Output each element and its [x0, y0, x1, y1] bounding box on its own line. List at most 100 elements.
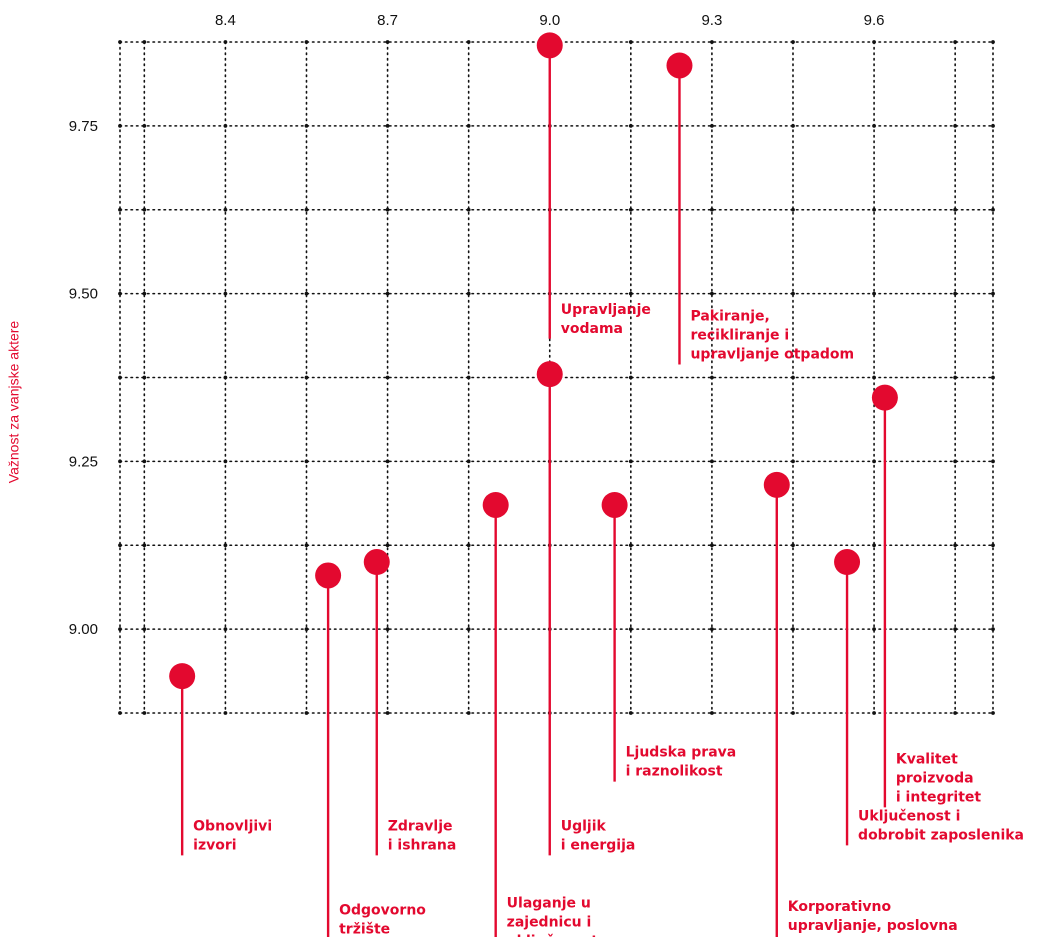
point-label: Zdravlje i ishrana [388, 818, 457, 853]
point-label-line: uključenost [507, 934, 599, 937]
grid-intersection-dot [710, 711, 714, 715]
point-label-line: i integritet [896, 789, 982, 805]
point-label-line: upravljanje otpadom [690, 346, 854, 362]
x-tick-label: 9.0 [539, 12, 560, 29]
point-label: Uključenost i dobrobit zaposlenika [858, 808, 1024, 843]
grid-intersection-dot [466, 291, 471, 296]
grid-intersection-dot [791, 375, 795, 380]
data-point-marker [666, 52, 693, 79]
grid-intersection-dot [991, 40, 995, 44]
grid-intersection-dot [628, 543, 633, 548]
grid-intersection-dot [385, 207, 390, 212]
grid-intersection-dot [791, 123, 795, 128]
data-point-marker [871, 384, 898, 411]
grid-intersection-dot [628, 711, 633, 715]
grid-intersection-dot [118, 207, 122, 212]
y-axis-title: Važnost za vanjske aktere [6, 321, 22, 484]
x-axis-ticks: 8.4 8.7 9.0 9.3 9.6 [215, 12, 885, 29]
grid-intersection-dot [142, 207, 147, 212]
grid-intersection-dot [223, 627, 228, 632]
grid-intersection-dot [118, 40, 122, 44]
grid-intersection-dot [872, 543, 876, 548]
grid-intersection-dot [953, 711, 958, 715]
grid-intersection-dot [142, 375, 147, 380]
data-point-marker [536, 361, 563, 388]
point-label-line: vodama [561, 321, 623, 337]
grid-intersection-dot [466, 543, 471, 548]
grid-intersection-dot [872, 627, 876, 632]
grid-intersection-dot [466, 711, 471, 715]
grid-intersection-dot [118, 627, 122, 632]
grid-intersection-dot [791, 40, 795, 44]
x-tick-label: 8.4 [215, 12, 236, 29]
point-label-line: Obnovljivi [193, 818, 272, 834]
y-tick-label: 9.75 [69, 118, 98, 135]
grid-intersection-dot [953, 123, 958, 128]
y-tick-label: 9.25 [69, 453, 98, 470]
data-point-marker [169, 663, 196, 690]
data-point-marker [763, 471, 790, 498]
data-point-marker [315, 562, 342, 589]
grid-intersection-dot [628, 207, 633, 212]
point-label: Obnovljivi izvori [193, 818, 272, 853]
point-label-line: Kvalitet [896, 751, 958, 767]
point-label-line: tržište [339, 921, 390, 937]
grid-intersection-dot [142, 627, 147, 632]
grid-intersection-dot [118, 375, 122, 380]
x-tick-label: 8.7 [377, 12, 398, 29]
grid-intersection-dot [991, 123, 995, 128]
grid-intersection-dot [118, 459, 122, 464]
grid-intersection-dot [872, 207, 876, 212]
grid-intersection-dot [118, 711, 122, 715]
grid-intersection-dot [953, 543, 958, 548]
point-label-line: dobrobit zaposlenika [858, 827, 1024, 843]
point-label-line: proizvoda [896, 770, 974, 786]
grid-intersection-dot [872, 123, 876, 128]
grid-intersection-dot [142, 459, 147, 464]
grid-intersection-dot [385, 291, 390, 296]
point-label: Odgovorno tržište [339, 902, 426, 937]
grid-intersection-dot [953, 40, 958, 44]
grid-intersection-dot [385, 459, 390, 464]
data-point-marker [834, 549, 861, 576]
grid-intersection-dot [791, 627, 795, 632]
point-label-line: upravljanje, poslovna [788, 918, 958, 934]
grid-intersection-dot [223, 543, 228, 548]
grid-intersection-dot [466, 375, 471, 380]
grid-intersection-dot [628, 291, 633, 296]
grid-intersection-dot [304, 40, 309, 44]
grid-intersection-dot [385, 375, 390, 380]
grid-intersection-dot [466, 627, 471, 632]
grid-intersection-dot [142, 711, 147, 715]
point-label-line: Uključenost i [858, 808, 960, 824]
grid-intersection-dot [710, 543, 714, 548]
data-points [169, 32, 898, 690]
grid-intersection-dot [872, 711, 876, 715]
grid-intersection-dot [385, 627, 390, 632]
point-label-line: Zdravlje [388, 818, 453, 834]
grid-intersection-dot [953, 627, 958, 632]
grid-intersection-dot [385, 123, 390, 128]
grid-intersection-dot [223, 40, 228, 44]
grid-intersection-dot [223, 207, 228, 212]
grid-intersection-dot [710, 627, 714, 632]
y-axis-ticks: 9.75 9.50 9.25 9.00 [69, 118, 98, 638]
grid-intersection-dot [466, 40, 471, 44]
grid-intersection-dot [710, 375, 714, 380]
grid-intersection-dot [791, 711, 795, 715]
point-label-line: zajednicu i [507, 915, 592, 931]
point-label-line: Pakiranje, [690, 308, 769, 324]
grid-intersection-dot [791, 291, 795, 296]
grid-intersection-dot [872, 40, 876, 44]
grid-intersection-dot [142, 291, 147, 296]
point-label-line: izvori [193, 837, 236, 853]
grid-intersection-dot [118, 543, 122, 548]
leader-lines [180, 45, 887, 937]
grid-intersection-dot [628, 123, 633, 128]
grid-intersection-dot [223, 291, 228, 296]
grid-intersection-dot [223, 711, 228, 715]
grid-intersection-dot [953, 375, 958, 380]
grid-intersection-dot [118, 123, 122, 128]
